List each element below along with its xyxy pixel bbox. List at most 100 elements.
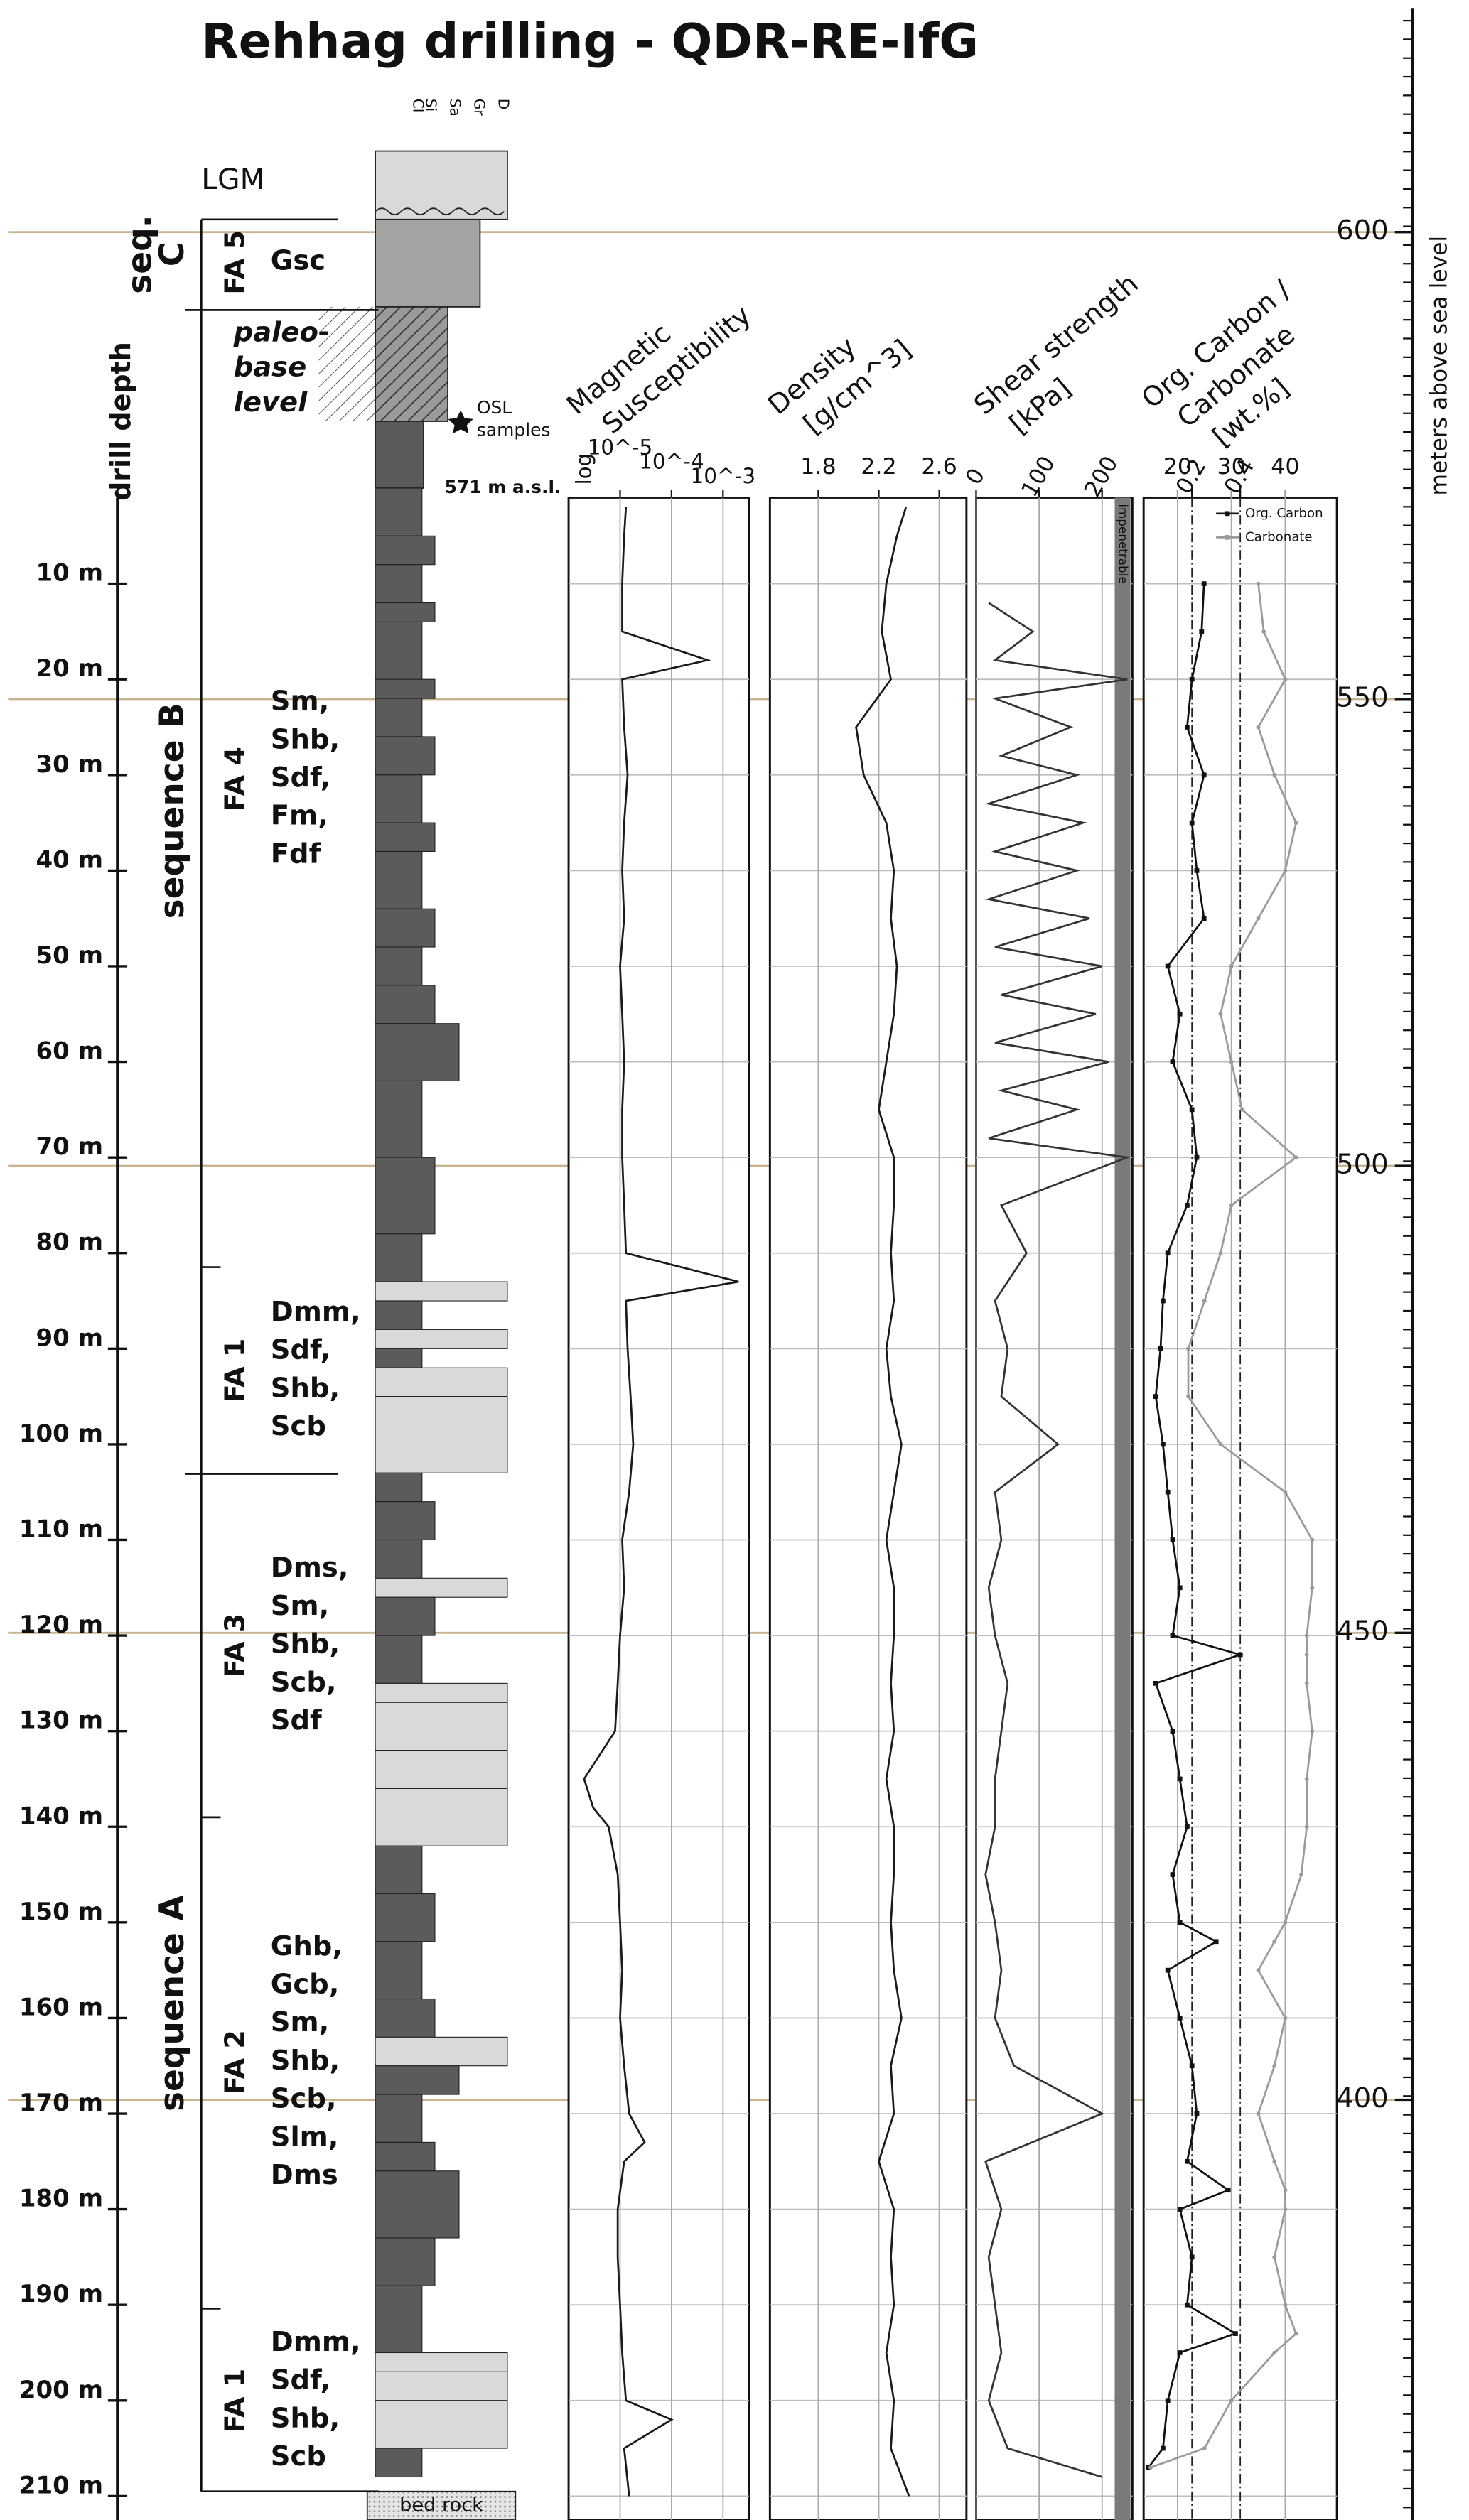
bed <box>375 2036 508 2067</box>
bed <box>375 2371 508 2401</box>
point <box>1256 2111 1261 2116</box>
elevation-tick-label: 400 <box>1336 2082 1389 2114</box>
point <box>1239 1107 1244 1112</box>
x-tick-label: 10^-3 <box>691 464 756 488</box>
point <box>1310 1537 1315 1542</box>
legend-marker <box>1225 511 1230 517</box>
band-label: impenetrable <box>1116 504 1131 583</box>
point <box>1202 2446 1207 2450</box>
bed <box>375 1635 423 1684</box>
legend-marker <box>1225 535 1230 540</box>
facies-code: Shb, <box>271 723 340 755</box>
point <box>1256 725 1261 730</box>
grain-label: Cl <box>409 99 426 113</box>
point <box>1177 2207 1183 2212</box>
bed <box>375 1080 423 1158</box>
point <box>1153 1681 1158 1686</box>
x-scale-label: log <box>571 453 596 485</box>
point <box>1186 1346 1191 1351</box>
point <box>1229 2398 1234 2403</box>
facies-code: Scb <box>271 1410 326 1442</box>
x-tick-label: 40 <box>1271 454 1299 480</box>
facies-code: Sdf, <box>271 1334 331 1366</box>
bed <box>375 1893 436 1942</box>
point <box>1189 2254 1195 2260</box>
point <box>1202 1299 1207 1303</box>
x-tick-label: 200 <box>1080 452 1124 502</box>
depth-tick-label: 170 m <box>19 2089 103 2116</box>
bed <box>375 1348 423 1368</box>
point <box>1170 1729 1175 1734</box>
bed <box>375 1300 423 1330</box>
facies-code: Sm, <box>271 686 329 718</box>
depth-tick-label: 40 m <box>36 846 104 874</box>
upper-fine-unit <box>375 421 424 489</box>
facies-code: Fdf <box>271 838 321 870</box>
point <box>1177 1920 1183 1925</box>
depth-tick-label: 80 m <box>36 1228 104 1256</box>
bed <box>375 850 423 909</box>
gsc-unit <box>375 218 481 308</box>
point <box>1177 2350 1183 2355</box>
bed <box>375 1539 423 1579</box>
point <box>1272 1939 1277 1944</box>
point <box>1232 2331 1238 2336</box>
point <box>1229 1203 1234 1208</box>
point <box>1218 1442 1223 1446</box>
point <box>1199 629 1205 634</box>
depth-tick-label: 150 m <box>19 1898 103 1925</box>
bed <box>375 1750 508 1789</box>
erosion-line <box>375 207 505 215</box>
point <box>1256 581 1261 586</box>
x-tick-label: 20 <box>1163 454 1192 480</box>
point <box>1272 2350 1277 2355</box>
bed <box>375 1941 423 2000</box>
point <box>1146 2465 1151 2470</box>
bed <box>375 908 436 948</box>
grain-label: D <box>495 99 512 109</box>
sequence-label: sequence A <box>153 1895 192 2111</box>
depth-tick-label: 160 m <box>19 1994 103 2021</box>
facies-label: FA 4 <box>220 747 252 811</box>
point <box>1283 1920 1288 1925</box>
facies-code: Dmm, <box>271 1296 361 1328</box>
facies-code: Dms <box>271 2159 338 2191</box>
bed <box>375 2141 436 2172</box>
point <box>1194 2111 1200 2116</box>
point <box>1184 2158 1190 2164</box>
grain-label: Sa <box>447 99 464 117</box>
point <box>1165 1489 1171 1495</box>
point <box>1293 2331 1298 2336</box>
legend-label: Org. Carbon <box>1245 506 1323 521</box>
facies-label: FA 3 <box>220 1613 252 1678</box>
depth-tick-label: 180 m <box>19 2185 103 2212</box>
bed <box>375 736 436 776</box>
elevation-tick-label: 450 <box>1336 1616 1389 1648</box>
point <box>1165 2398 1171 2403</box>
lgm-label: LGM <box>201 162 265 196</box>
point <box>1310 1729 1315 1734</box>
point <box>1177 1011 1183 1017</box>
depth-tick-label: 100 m <box>19 1419 103 1447</box>
facies-code: Sdf, <box>271 2364 331 2396</box>
paleo-hatch <box>318 306 376 422</box>
bed <box>375 1329 508 1349</box>
point <box>1184 1824 1190 1829</box>
bed <box>375 1396 508 1473</box>
x-tick-label: 10^-5 <box>588 436 653 460</box>
bed <box>375 2285 423 2354</box>
point <box>1283 1490 1288 1495</box>
facies-code: Gcb, <box>271 1969 340 2001</box>
point <box>1153 1394 1158 1399</box>
bed <box>375 535 436 566</box>
depth-tick-label: 70 m <box>36 1132 104 1160</box>
x-tick-label: 2.2 <box>861 454 896 480</box>
facies-code: Slm, <box>271 2121 339 2153</box>
series-line <box>855 507 910 2497</box>
bed <box>375 1367 508 1397</box>
bed <box>375 1845 423 1895</box>
point <box>1237 1652 1243 1658</box>
point <box>1160 1298 1166 1304</box>
brackets <box>185 218 379 2493</box>
point <box>1261 629 1266 634</box>
